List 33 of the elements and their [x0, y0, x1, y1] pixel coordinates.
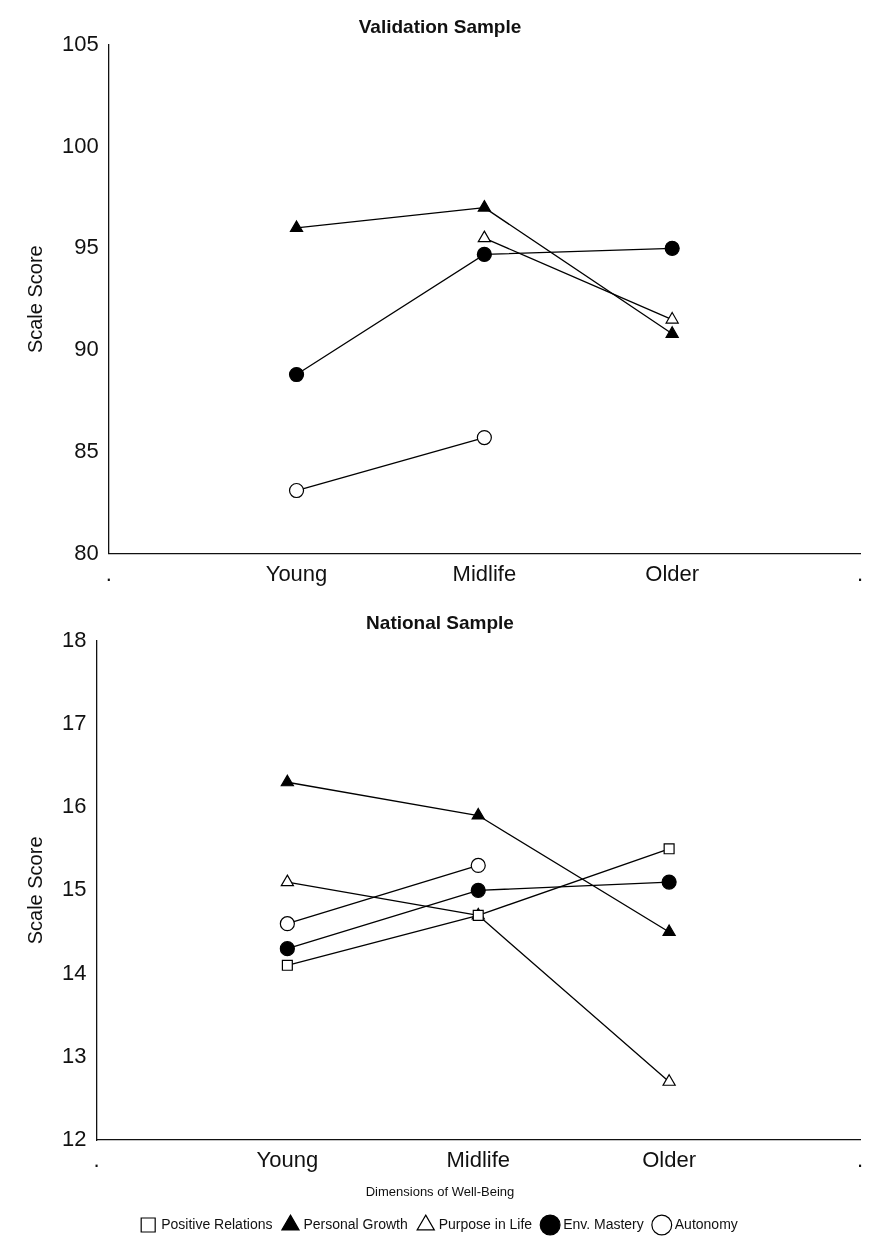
- x-tick-label: Older: [642, 1147, 697, 1173]
- y-axis-title: Scale Score: [23, 836, 46, 945]
- y-tick-label: 90: [74, 336, 99, 362]
- legend-label: Autonomy: [674, 1215, 738, 1232]
- x-tick-label: Young: [256, 1147, 319, 1173]
- legend-label: Positive Relations: [161, 1215, 273, 1232]
- x-tick-label: .: [93, 1147, 100, 1173]
- y-tick-label: 16: [61, 793, 87, 819]
- y-axis-title: Scale Score: [23, 245, 46, 354]
- y-tick-label: 12: [61, 1126, 87, 1152]
- x-tick-label: Midlife: [446, 1147, 511, 1173]
- y-tick-label: 14: [61, 959, 87, 985]
- x-tick-label: Midlife: [452, 560, 517, 586]
- y-tick-label: 80: [74, 539, 99, 565]
- y-tick-label: 105: [61, 30, 99, 56]
- y-tick-label: 95: [74, 234, 99, 260]
- y-tick-label: 18: [61, 626, 87, 652]
- chart-title: National Sample: [366, 611, 514, 633]
- chart-title: Validation Sample: [358, 15, 522, 37]
- legend-label: Purpose in Life: [438, 1215, 533, 1232]
- x-tick-label: Older: [645, 560, 700, 586]
- x-tick-label: .: [856, 560, 864, 586]
- y-tick-label: 13: [61, 1042, 87, 1068]
- y-tick-label: 15: [61, 876, 87, 902]
- y-tick-label: 100: [61, 132, 99, 158]
- x-tick-label: .: [105, 560, 112, 586]
- legend-label: Env. Mastery: [563, 1215, 644, 1232]
- legend-label: Personal Growth: [303, 1215, 408, 1232]
- legend-title: Dimensions of Well-Being: [365, 1184, 515, 1200]
- y-tick-label: 17: [61, 710, 87, 736]
- y-tick-label: 85: [74, 437, 99, 463]
- x-tick-label: .: [856, 1147, 864, 1173]
- x-tick-label: Young: [265, 560, 328, 586]
